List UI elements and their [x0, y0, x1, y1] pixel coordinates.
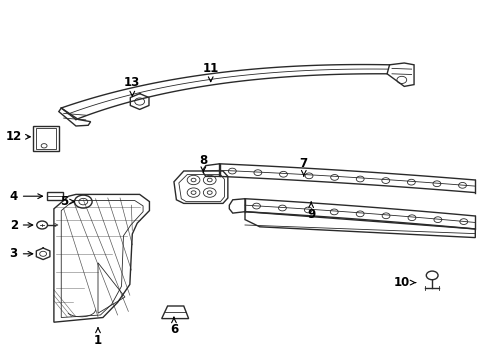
Text: 4: 4 — [10, 190, 43, 203]
Text: 1: 1 — [94, 328, 102, 347]
Text: 13: 13 — [124, 76, 141, 96]
Text: 9: 9 — [307, 202, 315, 221]
Text: 7: 7 — [300, 157, 308, 176]
Text: 3: 3 — [10, 247, 33, 260]
Text: 8: 8 — [199, 154, 207, 172]
Text: 5: 5 — [60, 195, 74, 208]
Text: 10: 10 — [393, 276, 416, 289]
Text: 6: 6 — [170, 317, 178, 336]
Text: 12: 12 — [5, 130, 30, 143]
Text: 2: 2 — [10, 219, 33, 231]
Text: 11: 11 — [202, 62, 219, 82]
